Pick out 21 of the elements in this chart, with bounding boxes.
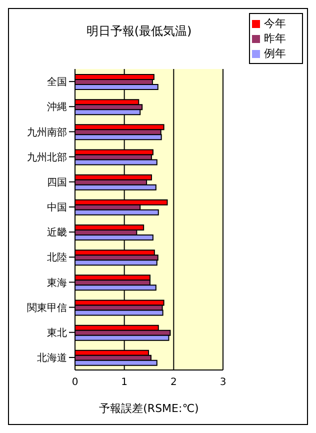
x-tick-label: 1 — [121, 377, 128, 388]
chart-title: 明日予報(最低気温) — [86, 24, 192, 38]
legend-label: 例年 — [264, 47, 286, 60]
x-tick-label: 3 — [220, 377, 226, 388]
y-tick-label: 関東甲信 — [27, 302, 67, 314]
x-axis-title: 予報誤差(RSME:℃) — [99, 402, 199, 415]
y-tick-label: 沖縄 — [47, 101, 67, 114]
legend-label: 今年 — [264, 17, 286, 30]
y-tick-label: 近畿 — [47, 226, 67, 239]
y-tick-label: 北陸 — [47, 252, 67, 264]
y-tick-label: 全国 — [47, 76, 67, 88]
y-tick-label: 東海 — [47, 276, 67, 289]
y-tick-label: 九州南部 — [27, 126, 67, 138]
y-tick-label: 東北 — [47, 326, 67, 339]
y-tick-label: 四国 — [47, 177, 67, 188]
y-tick-label: 九州北部 — [27, 151, 67, 164]
legend-label: 昨年 — [264, 32, 286, 45]
x-tick-label: 0 — [72, 377, 78, 388]
y-tick-label: 中国 — [47, 202, 67, 214]
y-tick-label: 北海道 — [37, 352, 67, 364]
x-tick-label: 2 — [170, 377, 177, 388]
